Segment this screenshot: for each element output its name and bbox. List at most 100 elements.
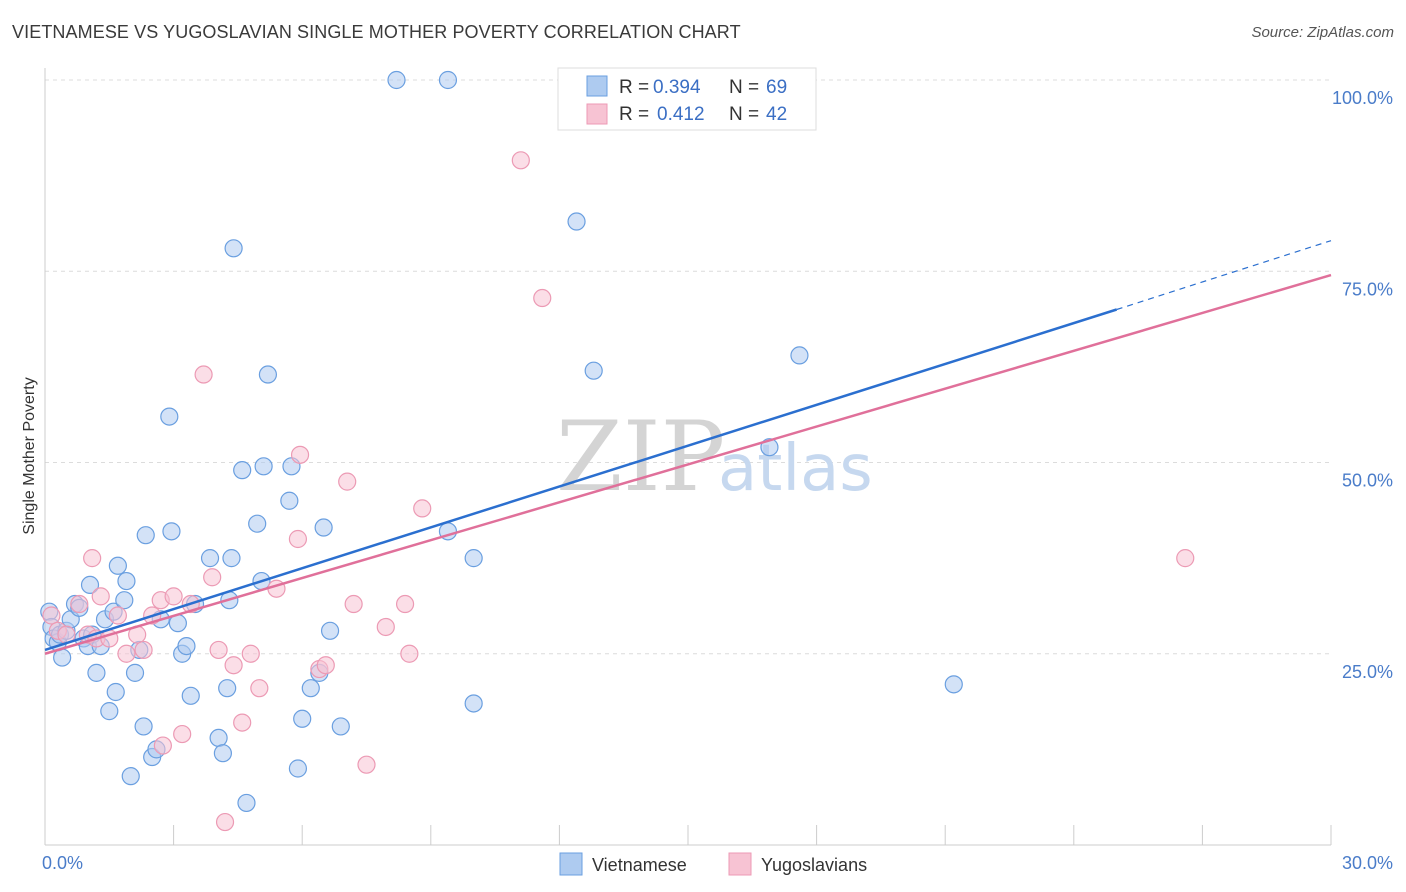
- vietnamese-point-13: [80, 575, 100, 595]
- yugoslavians-point-20: [203, 568, 222, 587]
- trend-line-vietnamese: [44, 308, 1118, 652]
- yugoslavians-point-7: [91, 587, 110, 606]
- vietnamese-point-50: [258, 365, 278, 384]
- yugoslavians-point-31: [316, 656, 335, 675]
- vietnamese-point-53: [288, 759, 308, 778]
- vietnamese-point-21: [115, 591, 134, 610]
- legend-n-label-0: N =: [729, 77, 759, 98]
- vietnamese-point-44: [224, 239, 243, 258]
- vietnamese-point-41: [218, 679, 237, 698]
- vietnamese-point-32: [162, 522, 181, 541]
- grid-lines: [45, 79, 1331, 655]
- vietnamese-point-39: [209, 728, 228, 748]
- vietnamese-point-45: [233, 461, 252, 480]
- vietnamese-point-24: [125, 663, 145, 682]
- vietnamese-point-46: [237, 793, 256, 813]
- legend-r-value-1: 0.412: [657, 104, 705, 125]
- vietnamese-point-38: [200, 549, 220, 568]
- legend-r-label-0: R =: [619, 77, 649, 98]
- x-tick-label-0: 0.0%: [42, 853, 83, 873]
- yugoslavians-point-12: [134, 640, 153, 660]
- yugoslavians-point-33: [344, 594, 363, 614]
- vietnamese-point-68: [790, 346, 809, 365]
- vietnamese-point-57: [314, 518, 333, 537]
- y-tick-label-1: 50.0%: [1342, 471, 1393, 491]
- legend-n-label-1: N =: [729, 104, 759, 125]
- legend-n-value-1: 42: [766, 104, 787, 125]
- vietnamese-point-43: [222, 549, 241, 568]
- y-axis-label: Single Mother Poverty: [21, 377, 38, 534]
- yugoslavians-point-36: [395, 594, 415, 614]
- yugoslavians-point-9: [108, 606, 127, 625]
- yugoslavians-point-16: [164, 587, 183, 606]
- legend-n-value-0: 69: [766, 77, 787, 98]
- vietnamese-point-63: [464, 549, 483, 568]
- yugoslavians-point-21: [209, 640, 228, 660]
- vietnamese-point-65: [567, 212, 586, 231]
- vietnamese-point-58: [320, 621, 340, 640]
- y-tick-label-0: 25.0%: [1342, 662, 1393, 682]
- legend-r-label-1: R =: [619, 104, 649, 125]
- yugoslavians-point-37: [400, 644, 419, 663]
- legend-swatch-yugoslavians: [586, 103, 608, 125]
- x-tick-labels: 0.0% 30.0%: [42, 853, 1393, 873]
- vietnamese-point-61: [438, 70, 458, 90]
- trend-line-yugoslavians: [44, 273, 1332, 655]
- yugoslavians-point-38: [413, 499, 432, 518]
- yugoslavians-point-28: [288, 529, 308, 549]
- yugoslavians-point-40: [533, 288, 552, 308]
- vietnamese-point-22: [117, 571, 136, 591]
- vietnamese-point-26: [134, 717, 153, 736]
- yugoslavians-point-34: [357, 755, 376, 774]
- yugoslavians-point-32: [338, 472, 357, 491]
- y-tick-label-2: 75.0%: [1342, 279, 1393, 299]
- vietnamese-point-19: [106, 682, 125, 702]
- chart-title: VIETNAMESE VS YUGOSLAVIAN SINGLE MOTHER …: [12, 22, 741, 42]
- vietnamese-point-23: [121, 767, 140, 786]
- vietnamese-point-17: [100, 702, 119, 721]
- yugoslavians-point-23: [224, 656, 243, 675]
- legend-bottom-label-vietnamese: Vietnamese: [592, 855, 687, 875]
- yugoslavians-point-0: [42, 606, 61, 625]
- vietnamese-point-51: [280, 491, 299, 510]
- vietnamese-point-40: [213, 744, 232, 763]
- vietnamese-point-64: [464, 694, 483, 713]
- yugoslavians-point-24: [233, 713, 252, 732]
- legend-bottom-swatch-vietnamese: [559, 852, 583, 876]
- y-tick-label-3: 100.0%: [1332, 88, 1393, 108]
- yugoslavians-point-3: [70, 594, 89, 614]
- vietnamese-point-14: [87, 663, 106, 682]
- watermark-atlas: atlas: [718, 432, 873, 506]
- vietnamese-point-55: [301, 679, 320, 698]
- yugoslavians-point-10: [117, 644, 136, 663]
- legend-r-value-0: 0.394: [653, 77, 701, 98]
- yugoslavians-point-35: [376, 617, 395, 637]
- vietnamese-point-36: [181, 686, 200, 705]
- vietnamese-point-54: [293, 709, 312, 728]
- vietnamese-point-27: [136, 526, 155, 545]
- vietnamese-point-59: [331, 717, 350, 736]
- yugoslavians-point-29: [290, 445, 310, 464]
- trend-line-vietnamese-extension: [1116, 240, 1332, 311]
- yugoslavians-point-22: [215, 812, 235, 832]
- yugoslavians-point-17: [173, 724, 192, 744]
- vietnamese-point-47: [248, 514, 267, 533]
- yugoslavians-point-5: [83, 549, 102, 568]
- correlation-legend: R = 0.394 N = 69 R = 0.412 N = 42: [557, 67, 817, 131]
- vietnamese-point-20: [108, 556, 127, 575]
- trend-lines: [44, 240, 1332, 655]
- series-legend: Vietnamese Yugoslavians: [559, 852, 867, 876]
- vietnamese-point-60: [387, 70, 406, 90]
- legend-swatch-vietnamese: [586, 75, 608, 97]
- x-tick-label-1: 30.0%: [1342, 853, 1393, 873]
- legend-bottom-label-yugoslavians: Yugoslavians: [761, 855, 867, 875]
- yugoslavians-point-15: [153, 736, 172, 755]
- y-tick-labels: 25.0% 50.0% 75.0% 100.0%: [1332, 88, 1393, 682]
- legend-bottom-swatch-yugoslavians: [728, 852, 752, 876]
- yugoslavians-point-41: [1176, 549, 1195, 568]
- vietnamese-point-66: [584, 361, 603, 380]
- yugoslavians-point-25: [241, 644, 260, 663]
- yugoslavians-point-19: [194, 365, 213, 384]
- vietnamese-point-31: [160, 407, 179, 426]
- vietnamese-point-35: [177, 636, 196, 656]
